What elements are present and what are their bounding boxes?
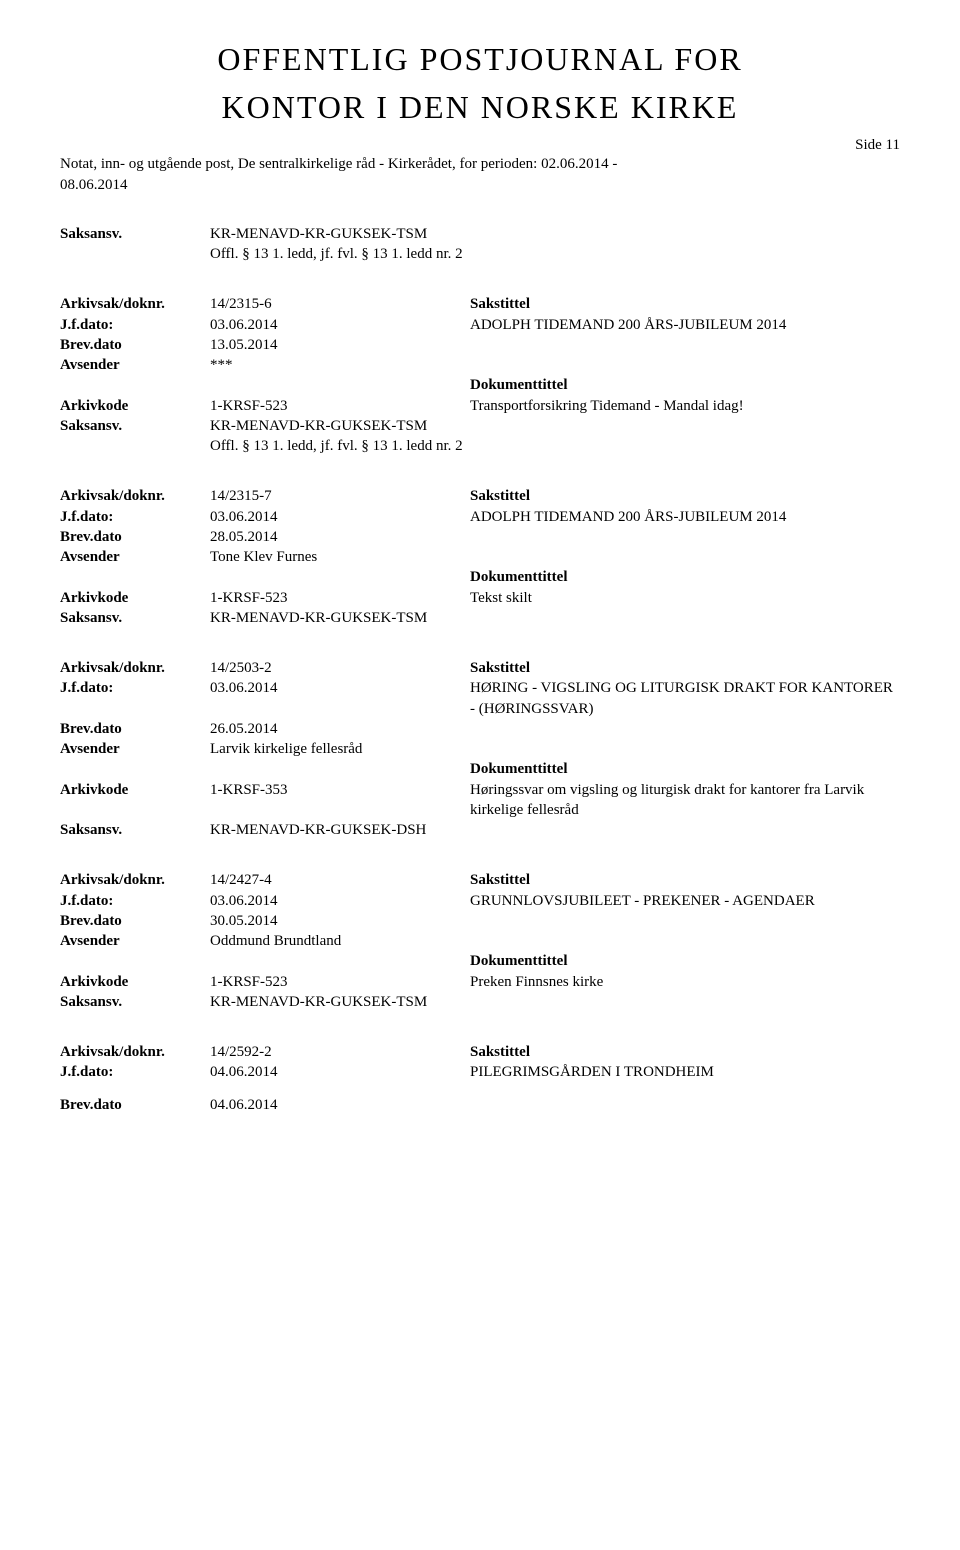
page-number: Side 11 bbox=[60, 137, 900, 154]
entry-arkivkode: 1-KRSF-523 bbox=[210, 972, 470, 992]
entry-partial: Arkivsak/doknr. 14/2592-2 Sakstittel J.f… bbox=[60, 1042, 900, 1115]
label-brevdato: Brev.dato bbox=[60, 335, 210, 355]
entry-block: Arkivsak/doknr.14/2315-6Sakstittel J.f.da… bbox=[60, 294, 900, 456]
entry-brevdato: 13.05.2014 bbox=[210, 335, 470, 355]
entry-sakdesc: ADOLPH TIDEMAND 200 ÅRS-JUBILEUM 2014 bbox=[470, 315, 900, 335]
label-sakstittel: Sakstittel bbox=[470, 294, 900, 314]
entry-jfdato: 03.06.2014 bbox=[210, 678, 470, 719]
entry-arkivsak: 14/2503-2 bbox=[210, 658, 470, 678]
label-dokumenttittel: Dokumenttittel bbox=[470, 951, 900, 971]
partial-arkivsak: 14/2592-2 bbox=[210, 1042, 470, 1062]
page-title-line2: KONTOR I DEN NORSKE KIRKE bbox=[60, 88, 900, 126]
entry-sakdesc: GRUNNLOVSJUBILEET - PREKENER - AGENDAER bbox=[470, 891, 900, 911]
label-arkivsak: Arkivsak/doknr. bbox=[60, 658, 210, 678]
entry-saksansv: KR-MENAVD-KR-GUKSEK-DSH bbox=[210, 820, 470, 840]
label-sakstittel: Sakstittel bbox=[470, 1042, 900, 1062]
date-range-end: 08.06.2014 bbox=[60, 177, 900, 194]
top-saksansv-block: Saksansv. KR-MENAVD-KR-GUKSEK-TSM Offl. … bbox=[60, 224, 900, 265]
label-jfdato: J.f.dato: bbox=[60, 1062, 210, 1082]
entry-avsender: Tone Klev Furnes bbox=[210, 547, 470, 567]
partial-brevdato: 04.06.2014 bbox=[210, 1095, 470, 1115]
label-dokumenttittel: Dokumenttittel bbox=[470, 567, 900, 587]
label-dokumenttittel: Dokumenttittel bbox=[470, 375, 900, 395]
label-jfdato: J.f.dato: bbox=[60, 507, 210, 527]
entry-saksansv: KR-MENAVD-KR-GUKSEK-TSM bbox=[210, 416, 470, 436]
entry-avsender: *** bbox=[210, 355, 470, 375]
entry-arkivsak: 14/2315-6 bbox=[210, 294, 470, 314]
entry-dokdesc: Tekst skilt bbox=[470, 588, 900, 608]
label-arkivkode: Arkivkode bbox=[60, 780, 210, 821]
entry-arkivkode: 1-KRSF-523 bbox=[210, 396, 470, 416]
label-arkivsak: Arkivsak/doknr. bbox=[60, 870, 210, 890]
label-arkivsak: Arkivsak/doknr. bbox=[60, 1042, 210, 1062]
label-saksansv: Saksansv. bbox=[60, 608, 210, 628]
label-jfdato: J.f.dato: bbox=[60, 678, 210, 719]
label-saksansv: Saksansv. bbox=[60, 992, 210, 1012]
entry-brevdato: 30.05.2014 bbox=[210, 911, 470, 931]
entry-brevdato: 26.05.2014 bbox=[210, 719, 470, 739]
entry-dokdesc: Høringssvar om vigsling og liturgisk dra… bbox=[470, 780, 900, 821]
entry-sakdesc: HØRING - VIGSLING OG LITURGISK DRAKT FOR… bbox=[470, 678, 900, 719]
label-arkivsak: Arkivsak/doknr. bbox=[60, 486, 210, 506]
entry-arkivsak: 14/2315-7 bbox=[210, 486, 470, 506]
entry-arkivsak: 14/2427-4 bbox=[210, 870, 470, 890]
entry-arkivkode: 1-KRSF-523 bbox=[210, 588, 470, 608]
label-avsender: Avsender bbox=[60, 355, 210, 375]
label-dokumenttittel: Dokumenttittel bbox=[470, 759, 900, 779]
partial-jfdato: 04.06.2014 bbox=[210, 1062, 470, 1082]
label-brevdato: Brev.dato bbox=[60, 911, 210, 931]
label-avsender: Avsender bbox=[60, 547, 210, 567]
top-offl: Offl. § 13 1. ledd, jf. fvl. § 13 1. led… bbox=[210, 244, 470, 264]
entry-jfdato: 03.06.2014 bbox=[210, 507, 470, 527]
label-sakstittel: Sakstittel bbox=[470, 658, 900, 678]
entry-offl: Offl. § 13 1. ledd, jf. fvl. § 13 1. led… bbox=[210, 436, 470, 456]
label-arkivkode: Arkivkode bbox=[60, 396, 210, 416]
sub-header: Notat, inn- og utgående post, De sentral… bbox=[60, 156, 900, 173]
entry-block: Arkivsak/doknr.14/2315-7Sakstittel J.f.da… bbox=[60, 486, 900, 628]
label-saksansv: Saksansv. bbox=[60, 224, 210, 244]
entry-dokdesc: Transportforsikring Tidemand - Mandal id… bbox=[470, 396, 900, 416]
entry-block: Arkivsak/doknr.14/2503-2Sakstittel J.f.da… bbox=[60, 658, 900, 840]
partial-sakdesc: PILEGRIMSGÅRDEN I TRONDHEIM bbox=[470, 1062, 900, 1082]
label-brevdato: Brev.dato bbox=[60, 527, 210, 547]
label-brevdato: Brev.dato bbox=[60, 1095, 210, 1115]
label-jfdato: J.f.dato: bbox=[60, 315, 210, 335]
entry-jfdato: 03.06.2014 bbox=[210, 315, 470, 335]
entry-saksansv: KR-MENAVD-KR-GUKSEK-TSM bbox=[210, 992, 470, 1012]
label-jfdato: J.f.dato: bbox=[60, 891, 210, 911]
entry-jfdato: 03.06.2014 bbox=[210, 891, 470, 911]
label-arkivkode: Arkivkode bbox=[60, 588, 210, 608]
entry-avsender: Larvik kirkelige fellesråd bbox=[210, 739, 470, 759]
label-brevdato: Brev.dato bbox=[60, 719, 210, 739]
label-saksansv: Saksansv. bbox=[60, 416, 210, 436]
label-avsender: Avsender bbox=[60, 931, 210, 951]
label-sakstittel: Sakstittel bbox=[470, 870, 900, 890]
label-saksansv: Saksansv. bbox=[60, 820, 210, 840]
entry-sakdesc: ADOLPH TIDEMAND 200 ÅRS-JUBILEUM 2014 bbox=[470, 507, 900, 527]
entry-brevdato: 28.05.2014 bbox=[210, 527, 470, 547]
entry-avsender: Oddmund Brundtland bbox=[210, 931, 470, 951]
entry-saksansv: KR-MENAVD-KR-GUKSEK-TSM bbox=[210, 608, 470, 628]
entry-block: Arkivsak/doknr.14/2427-4Sakstittel J.f.da… bbox=[60, 870, 900, 1012]
page-title-line1: OFFENTLIG POSTJOURNAL FOR bbox=[60, 40, 900, 78]
entry-arkivkode: 1-KRSF-353 bbox=[210, 780, 470, 821]
label-sakstittel: Sakstittel bbox=[470, 486, 900, 506]
label-avsender: Avsender bbox=[60, 739, 210, 759]
label-arkivkode: Arkivkode bbox=[60, 972, 210, 992]
top-saksansv-value: KR-MENAVD-KR-GUKSEK-TSM bbox=[210, 224, 470, 244]
entry-dokdesc: Preken Finnsnes kirke bbox=[470, 972, 900, 992]
label-arkivsak: Arkivsak/doknr. bbox=[60, 294, 210, 314]
